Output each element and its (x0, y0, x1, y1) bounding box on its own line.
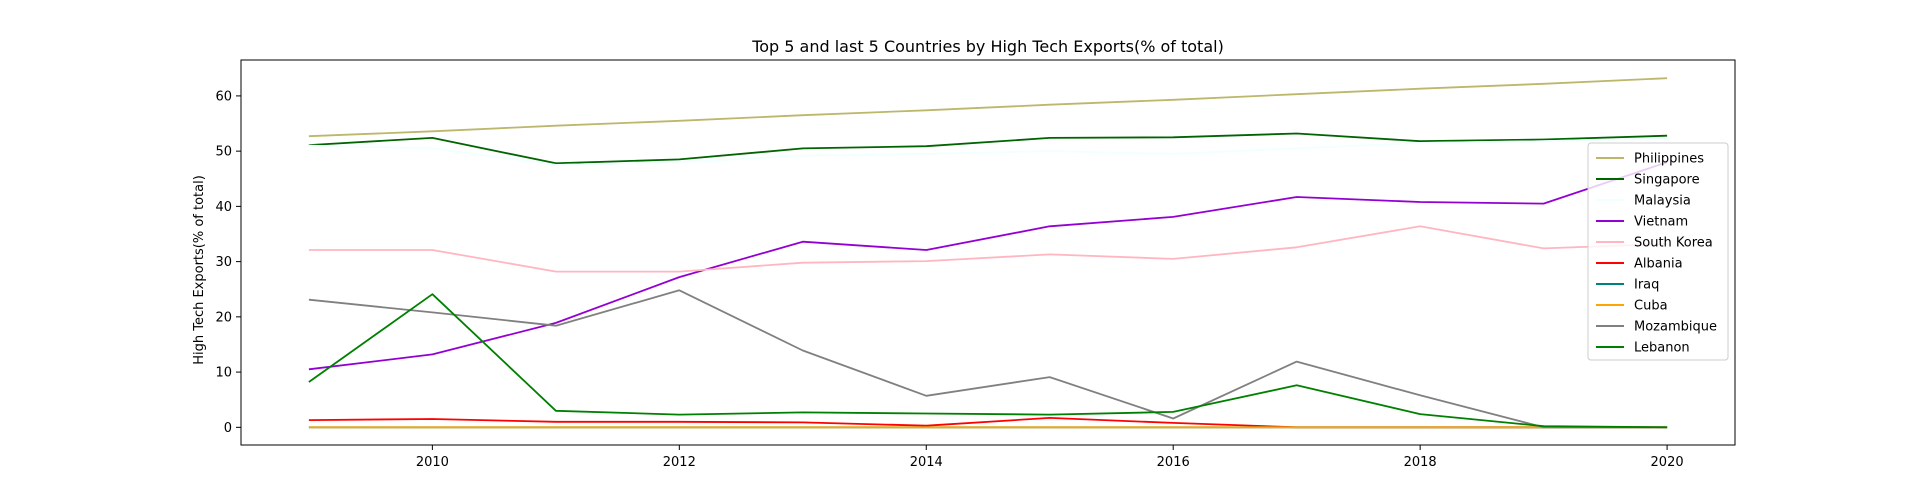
chart-title: Top 5 and last 5 Countries by High Tech … (751, 37, 1224, 56)
legend: Philippines Singapore Malaysia Vietnam South… (1587, 142, 1729, 361)
x-tick-label: 2010 (416, 455, 449, 470)
x-tick-label: 2014 (910, 455, 943, 470)
series-line-albania (308, 416, 1668, 429)
series-layer (308, 77, 1668, 429)
x-tick-label: 2018 (1404, 455, 1437, 470)
legend-label: Cuba (1634, 299, 1668, 314)
y-axis-ticks: 0 10 20 30 40 50 60 (215, 89, 241, 436)
series-line-malaysia (308, 137, 1668, 166)
y-axis-label: High Tech Exports(% of total) (192, 175, 207, 365)
series-line-philippines (308, 77, 1668, 138)
y-tick-label: 30 (215, 255, 232, 270)
legend-label: Mozambique (1634, 320, 1717, 335)
x-axis-ticks: 2010 2012 2014 2016 2018 2020 (416, 445, 1684, 470)
legend-label: Lebanon (1634, 341, 1690, 356)
series-line-lebanon (308, 293, 1668, 429)
x-tick-label: 2012 (663, 455, 696, 470)
y-tick-label: 0 (224, 421, 232, 436)
legend-label: Iraq (1634, 278, 1659, 293)
plot-frame (240, 59, 1736, 446)
legend-label: Albania (1634, 257, 1683, 272)
y-tick-label: 20 (215, 310, 232, 325)
legend-label: Philippines (1634, 152, 1704, 167)
legend-label: Singapore (1634, 173, 1700, 188)
legend-label: South Korea (1634, 236, 1713, 251)
legend-label: Vietnam (1634, 215, 1688, 230)
y-tick-label: 40 (215, 200, 232, 215)
x-tick-label: 2016 (1157, 455, 1190, 470)
series-line-vietnam (308, 161, 1668, 371)
y-tick-label: 60 (215, 89, 232, 104)
series-line-mozambique (308, 289, 1668, 429)
series-line-south-korea (308, 225, 1668, 273)
y-tick-label: 50 (215, 145, 232, 160)
series-line-singapore (308, 132, 1668, 165)
y-tick-label: 10 (215, 366, 232, 381)
legend-items: Philippines Singapore Malaysia Vietnam South… (1596, 152, 1717, 356)
x-tick-label: 2020 (1651, 455, 1684, 470)
legend-label: Malaysia (1634, 194, 1691, 209)
